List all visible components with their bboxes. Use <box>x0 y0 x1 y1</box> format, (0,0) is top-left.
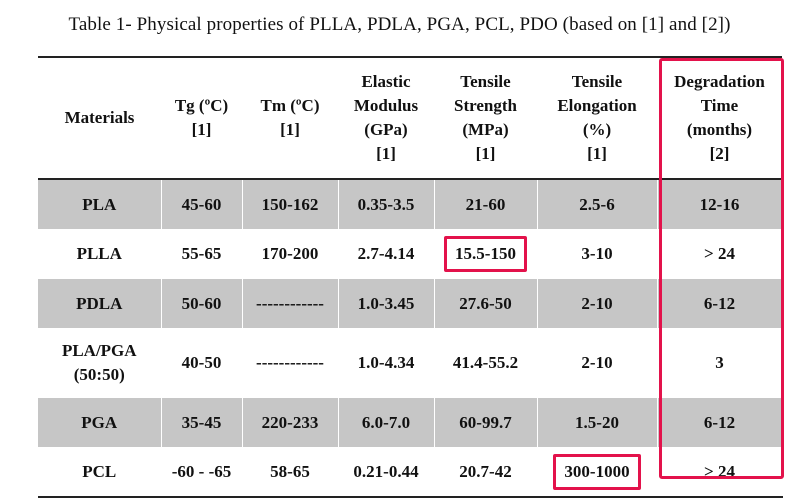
table-cell: 2-10 <box>537 328 658 398</box>
column-header-line: [2] <box>709 144 730 163</box>
table-cell: 220-233 <box>242 398 339 447</box>
table-row: PCL -60 - -65 58-65 0.21-0.44 20.7-42 300-100… <box>38 447 783 498</box>
column-header-line: Modulus <box>353 96 419 115</box>
table-cell: 20.7-42 <box>434 447 538 498</box>
column-header-line: Strength <box>454 96 517 115</box>
column-header: Materials <box>38 56 161 180</box>
table-cell: 58-65 <box>242 447 339 498</box>
table-cell: 45-60 <box>161 179 243 229</box>
table-cell: 2.7-4.14 <box>338 229 435 279</box>
table-row: PLLA 55-65 170-200 2.7-4.14 15.5-150 3-10 > 24 <box>38 229 783 279</box>
table-cell: 300-1000 <box>537 447 658 498</box>
table-cell: 50-60 <box>161 279 243 328</box>
table-cell: 41.4-55.2 <box>434 328 538 398</box>
table-cell: 27.6-50 <box>434 279 538 328</box>
column-header-line: Degradation <box>674 72 765 91</box>
column-header-line: [1] <box>191 120 212 139</box>
table-cell: ------------ <box>242 279 339 328</box>
table-cell: 55-65 <box>161 229 243 279</box>
column-header-line: [1] <box>280 120 300 139</box>
column-header: Tm (ºC) [1] <box>242 56 338 180</box>
header-row: Materials Tg (ºC) [1] Tm (ºC) [1] Elastic Modu… <box>38 56 782 180</box>
table-cell: 0.35-3.5 <box>338 179 435 229</box>
column-header: Tensile Strength (MPa) [1] <box>434 56 537 180</box>
column-header-line: Tensile <box>460 72 511 91</box>
column-header: Tg (ºC) [1] <box>161 56 242 180</box>
column-header-line: Time <box>700 96 739 115</box>
material-name: PGA <box>38 398 162 447</box>
column-header-line: (months) <box>686 120 753 139</box>
table-cell: 6-12 <box>657 398 783 447</box>
table-cell: 170-200 <box>242 229 339 279</box>
highlighted-value: 300-1000 <box>553 453 641 490</box>
column-header-line: Tensile <box>571 72 623 91</box>
column-header-line: Tg (ºC) <box>174 96 229 115</box>
column-header-line: Materials <box>64 108 135 127</box>
table-cell: ------------ <box>242 328 339 398</box>
material-name: PDLA <box>38 279 162 328</box>
material-name: PLLA <box>38 229 162 279</box>
table-cell: 0.21-0.44 <box>338 447 435 498</box>
material-name: PLA/PGA (50:50) <box>38 328 162 398</box>
column-header: Degradation Time (months) [2] <box>657 56 782 180</box>
table-cell: 1.0-4.34 <box>338 328 435 398</box>
table-cell: 21-60 <box>434 179 538 229</box>
column-header: Elastic Modulus (GPa) [1] <box>338 56 434 180</box>
column-header-line: (GPa) <box>364 120 408 139</box>
table-cell: 1.0-3.45 <box>338 279 435 328</box>
column-header: Tensile Elongation (%) [1] <box>537 56 657 180</box>
column-header-line: Tm (ºC) <box>260 96 320 115</box>
table-row: PGA 35-45 220-233 6.0-7.0 60-99.7 1.5-20 6-12 <box>38 398 783 447</box>
table-cell: 2.5-6 <box>537 179 658 229</box>
column-header-line: [1] <box>376 144 396 163</box>
column-header-line: (%) <box>582 120 612 139</box>
column-header-line: Elongation <box>557 96 637 115</box>
table-cell: 40-50 <box>161 328 243 398</box>
highlighted-value: 15.5-150 <box>444 236 527 272</box>
column-header-line: [1] <box>475 144 496 163</box>
table-cell: 1.5-20 <box>537 398 658 447</box>
table-cell: 2-10 <box>537 279 658 328</box>
properties-table: Materials Tg (ºC) [1] Tm (ºC) [1] Elastic Modu… <box>38 56 783 498</box>
table-row: PDLA 50-60 ------------ 1.0-3.45 27.6-50 2-10… <box>38 279 783 328</box>
table-body: PLA 45-60 150-162 0.35-3.5 21-60 2.5-6 12-16 PL… <box>38 179 783 498</box>
material-name: PLA <box>38 179 162 229</box>
table-cell: 15.5-150 <box>434 229 538 279</box>
table-cell: > 24 <box>657 229 783 279</box>
column-header-line: (MPa) <box>462 120 509 139</box>
table-cell: 3 <box>657 328 783 398</box>
material-name: PCL <box>38 447 162 498</box>
table-cell: > 24 <box>657 447 783 498</box>
table-cell: 12-16 <box>657 179 783 229</box>
table-row: PLA/PGA (50:50) 40-50 ------------ 1.0-4.34… <box>38 328 783 398</box>
column-header-line: [1] <box>587 144 607 163</box>
table-cell: 6-12 <box>657 279 783 328</box>
table-caption: Table 1- Physical properties of PLLA, PD… <box>68 14 731 35</box>
table-cell: -60 - -65 <box>161 447 243 498</box>
table-cell: 35-45 <box>161 398 243 447</box>
table-row: PLA 45-60 150-162 0.35-3.5 21-60 2.5-6 12-16 <box>38 179 783 229</box>
column-header-line: Elastic <box>361 72 411 91</box>
table-cell: 150-162 <box>242 179 339 229</box>
table-cell: 6.0-7.0 <box>338 398 435 447</box>
table-cell: 60-99.7 <box>434 398 538 447</box>
table-cell: 3-10 <box>537 229 658 279</box>
